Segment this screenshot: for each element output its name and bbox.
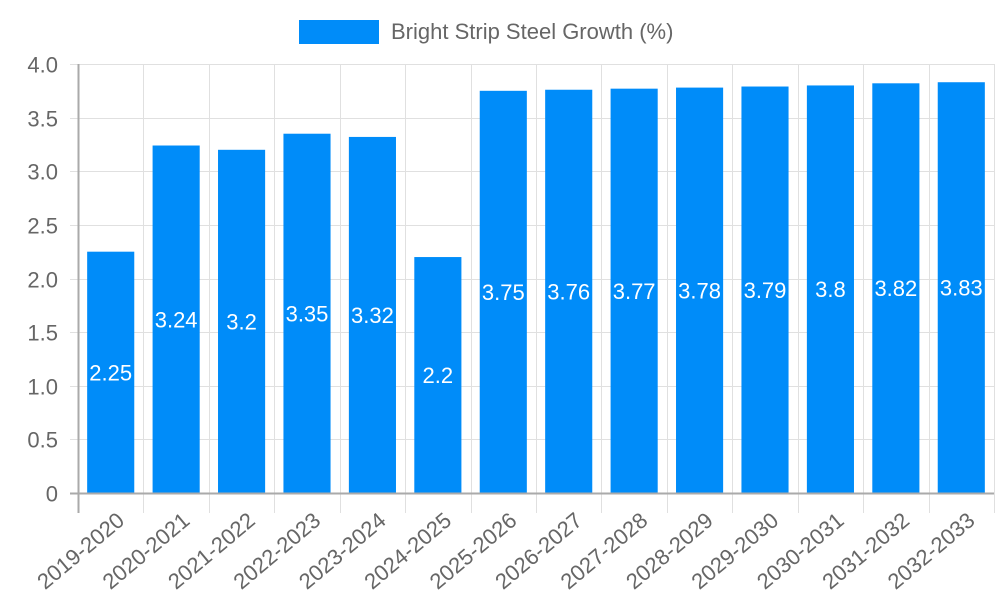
legend-label: Bright Strip Steel Growth (%) xyxy=(391,19,674,44)
x-axis-ticks: 2019-20202020-20212021-20222022-20232023… xyxy=(32,507,979,594)
y-tick-label: 2.0 xyxy=(27,268,58,293)
grid-lines xyxy=(70,64,995,513)
data-label: 3.82 xyxy=(874,276,917,301)
data-label: 3.8 xyxy=(815,277,846,302)
data-label: 3.32 xyxy=(351,303,394,328)
bar xyxy=(348,136,396,493)
bar xyxy=(414,257,462,493)
bar xyxy=(545,89,593,494)
data-label: 2.25 xyxy=(89,360,132,385)
bar xyxy=(937,82,985,494)
bar xyxy=(283,133,331,493)
y-tick-label: 3.5 xyxy=(27,107,58,132)
data-label: 3.24 xyxy=(155,307,198,332)
bar xyxy=(87,251,135,493)
bar xyxy=(479,90,527,493)
y-tick-label: 0 xyxy=(46,482,58,507)
bar xyxy=(741,86,789,494)
data-labels: 2.25 3.24 3.2 3.35 3.32 2.2 3.75 3.76 3.77 3.78 3.… xyxy=(89,276,982,388)
y-tick-label: 1.0 xyxy=(27,375,58,400)
y-axis-ticks: 0 0.5 1.0 1.5 2.0 2.5 3.0 3.5 4.0 xyxy=(27,53,58,507)
data-label: 3.79 xyxy=(744,278,787,303)
data-label: 3.76 xyxy=(547,279,590,304)
bar xyxy=(610,88,658,493)
chart-legend[interactable]: Bright Strip Steel Growth (%) xyxy=(299,19,673,45)
bar xyxy=(806,85,854,493)
legend-swatch xyxy=(299,20,379,44)
data-label: 3.2 xyxy=(226,309,257,334)
bar xyxy=(152,145,200,493)
y-tick-label: 4.0 xyxy=(27,53,58,78)
data-label: 3.75 xyxy=(482,280,525,305)
data-label: 2.2 xyxy=(423,363,454,388)
data-label: 3.35 xyxy=(286,301,329,326)
bar xyxy=(676,87,724,493)
y-tick-label: 1.5 xyxy=(27,321,58,346)
data-label: 3.77 xyxy=(613,279,656,304)
y-tick-label: 0.5 xyxy=(27,428,58,453)
bar xyxy=(218,149,266,494)
bar xyxy=(872,83,920,494)
y-tick-label: 3.0 xyxy=(27,160,58,185)
data-label: 3.83 xyxy=(940,276,983,301)
data-label: 3.78 xyxy=(678,278,721,303)
bar-series xyxy=(87,82,985,494)
y-tick-label: 2.5 xyxy=(27,214,58,239)
